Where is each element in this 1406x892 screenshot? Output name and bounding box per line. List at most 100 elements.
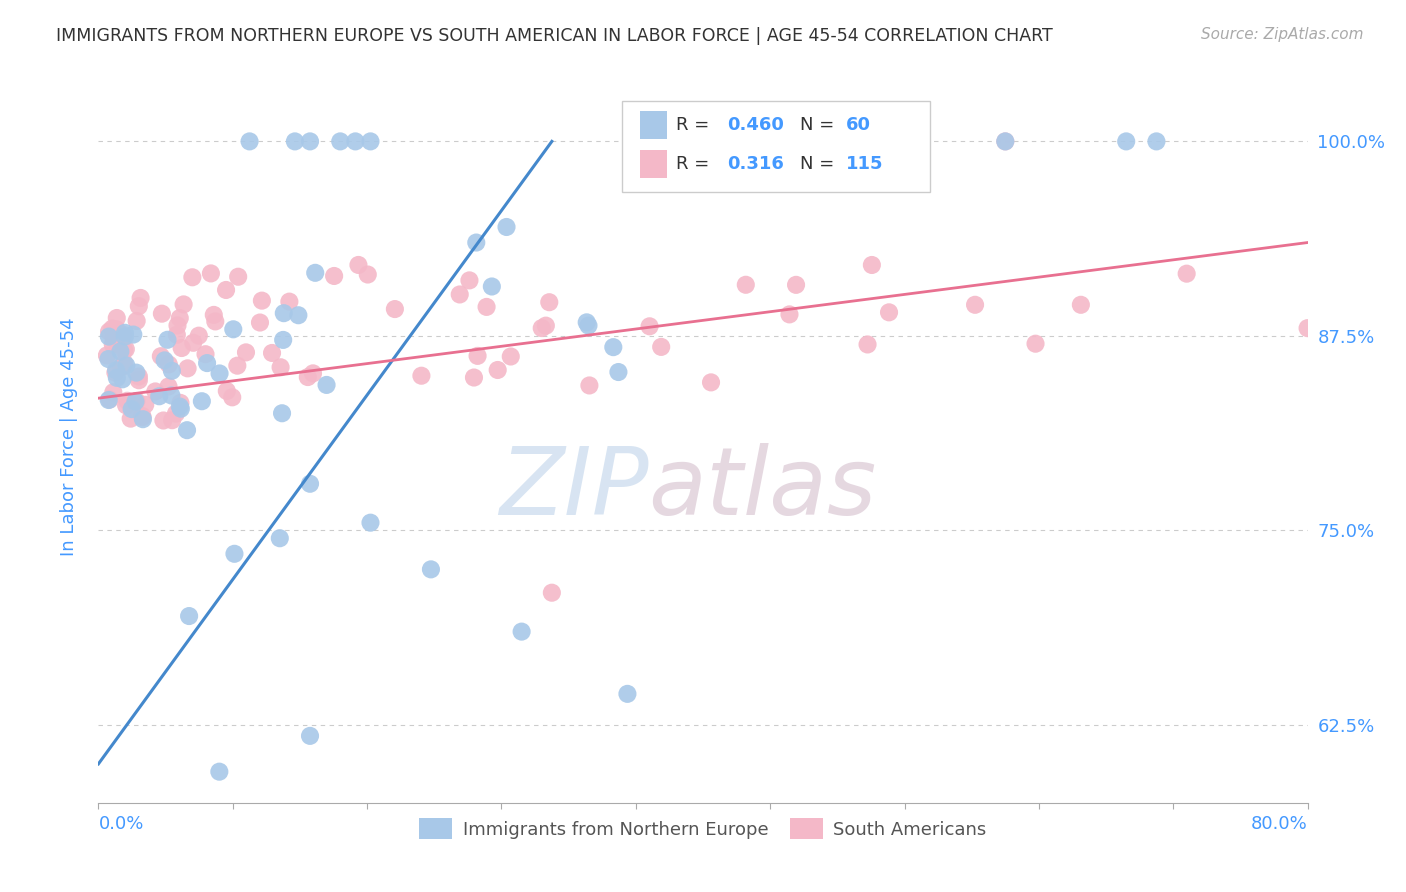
Point	[224, 547, 246, 561]
Point	[104, 366, 127, 380]
Point	[128, 373, 150, 387]
Point	[176, 361, 198, 376]
Point	[250, 293, 273, 308]
Point	[260, 346, 283, 360]
Point	[121, 402, 143, 417]
Point	[125, 366, 148, 380]
Point	[134, 398, 156, 412]
Point	[534, 318, 557, 333]
Point	[194, 347, 217, 361]
Point	[270, 360, 292, 375]
Point	[160, 364, 183, 378]
Point	[148, 389, 170, 403]
Point	[114, 342, 136, 356]
Point	[994, 135, 1017, 149]
Point	[160, 413, 183, 427]
Point	[176, 423, 198, 437]
Bar	[640, 151, 666, 178]
Point	[538, 295, 561, 310]
Point	[269, 531, 291, 545]
Point	[179, 609, 201, 624]
Point	[149, 349, 172, 363]
Point	[101, 321, 124, 335]
Text: 0.460: 0.460	[727, 116, 785, 134]
Point	[125, 394, 148, 409]
Point	[191, 394, 214, 409]
Point	[105, 311, 128, 326]
Point	[157, 358, 180, 372]
Point	[103, 385, 125, 400]
Point	[204, 314, 226, 328]
Point	[202, 308, 225, 322]
Point	[112, 343, 135, 357]
Point	[97, 392, 120, 407]
Point	[103, 332, 125, 346]
Point	[153, 353, 176, 368]
Point	[420, 562, 443, 576]
Point	[860, 258, 883, 272]
Point	[239, 135, 262, 149]
Point	[475, 300, 498, 314]
Point	[449, 287, 471, 301]
Point	[329, 135, 352, 149]
Point	[115, 398, 138, 412]
Point	[994, 135, 1017, 149]
Point	[215, 384, 238, 398]
Point	[284, 135, 307, 149]
Point	[105, 322, 128, 336]
Point	[170, 341, 193, 355]
Text: atlas: atlas	[648, 442, 877, 533]
Point	[360, 516, 382, 530]
Point	[129, 291, 152, 305]
Point	[169, 400, 191, 414]
Text: 0.0%: 0.0%	[98, 815, 143, 833]
Point	[173, 297, 195, 311]
Point	[856, 337, 879, 351]
Point	[112, 356, 135, 370]
Point	[578, 318, 600, 333]
Point	[734, 277, 756, 292]
Point	[157, 379, 180, 393]
Point	[169, 396, 191, 410]
Point	[181, 270, 204, 285]
Point	[271, 333, 294, 347]
Point	[1024, 336, 1046, 351]
Point	[111, 372, 134, 386]
Point	[165, 407, 187, 421]
Point	[101, 337, 124, 351]
Point	[181, 335, 204, 350]
Point	[143, 384, 166, 399]
Point	[128, 369, 150, 384]
Point	[156, 333, 179, 347]
Text: N =: N =	[800, 116, 839, 134]
Point	[107, 331, 129, 345]
Point	[150, 307, 173, 321]
Point	[200, 267, 222, 281]
Point	[131, 410, 153, 425]
Point	[160, 388, 183, 402]
Point	[304, 266, 326, 280]
Point	[302, 367, 325, 381]
Point	[122, 327, 145, 342]
Text: R =: R =	[676, 116, 716, 134]
Point	[215, 283, 238, 297]
Text: 80.0%: 80.0%	[1251, 815, 1308, 833]
Point	[575, 315, 598, 329]
Point	[105, 363, 128, 377]
Point	[112, 359, 135, 373]
Bar	[640, 111, 666, 138]
Point	[125, 314, 148, 328]
Point	[481, 279, 503, 293]
Point	[1144, 135, 1167, 149]
Point	[152, 413, 174, 427]
Text: R =: R =	[676, 155, 716, 173]
Point	[1296, 321, 1319, 335]
Point	[360, 135, 382, 149]
Point	[187, 328, 209, 343]
Point	[114, 329, 136, 343]
Text: IMMIGRANTS FROM NORTHERN EUROPE VS SOUTH AMERICAN IN LABOR FORCE | AGE 45-54 COR: IMMIGRANTS FROM NORTHERN EUROPE VS SOUTH…	[56, 27, 1053, 45]
Point	[465, 235, 488, 250]
Point	[208, 367, 231, 381]
Point	[271, 406, 294, 420]
Point	[785, 277, 807, 292]
